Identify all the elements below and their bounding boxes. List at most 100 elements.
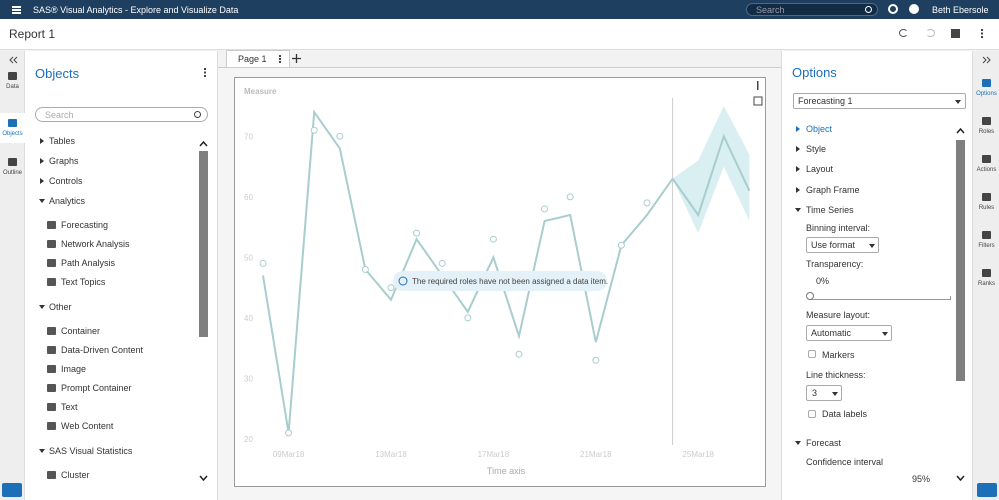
message-bubble [393,271,607,291]
rail-label[interactable]: Roles [978,129,995,135]
select-value: Automatic [811,328,852,338]
scrollbar[interactable] [956,140,965,381]
help-icon[interactable] [909,4,919,14]
user-name[interactable]: Beth Ebersole [932,5,989,15]
expand-arrow [39,199,45,203]
marker [438,259,446,267]
chart: Measure Time axis 20 30 40 50 60 70 09Mar18 13Mar… [244,81,763,476]
collapse-left[interactable] [8,56,18,64]
rail-icon[interactable] [982,269,991,277]
scroll-down[interactable] [199,475,208,481]
tab-menu[interactable] [279,55,281,57]
rail-icon[interactable] [982,155,991,163]
objects-search[interactable]: Search [35,107,208,122]
rail-label[interactable]: Outline [2,170,22,176]
collapse-arrow [40,138,44,144]
select-value: 3 [812,388,818,398]
panel-title: Objects [35,66,80,81]
rail-icon[interactable] [982,117,991,125]
tree-item[interactable]: Cluster [61,470,90,480]
rail-icon[interactable] [982,193,991,201]
more-menu[interactable] [981,29,983,31]
rail-icon[interactable] [8,119,17,127]
section-header[interactable]: Object [806,124,833,134]
rail-label[interactable]: Options [976,91,997,97]
panel-title: Options [792,65,837,80]
scrollbar[interactable] [199,151,208,337]
undo[interactable] [899,29,908,37]
expand-arrow [795,208,801,213]
tree-group[interactable]: Analytics [49,196,86,206]
rail-label[interactable]: Objects [2,131,23,137]
rail-label[interactable]: Rules [978,205,995,211]
section-header[interactable]: Graph Frame [806,184,860,195]
tree-group[interactable]: Other [49,302,72,312]
redo[interactable] [926,29,935,37]
tree-item[interactable]: Web Content [61,421,114,431]
page-tab[interactable]: Page 1 [226,50,290,67]
tab-label: Page 1 [238,54,267,64]
marker [413,229,421,237]
toolbar: Report 1 [0,19,999,50]
tree-group[interactable]: Controls [49,176,83,186]
scroll-down[interactable] [956,475,965,481]
section-header[interactable]: Layout [806,164,834,175]
slider-track[interactable] [809,296,951,300]
collapse-arrow [40,158,44,164]
scroll-up[interactable] [956,128,965,134]
x-tick-label: 21Mar18 [580,450,612,459]
object-icon [47,346,56,354]
tree-item[interactable]: Image [61,364,87,374]
field-label: Confidence interval [806,457,884,467]
tree-item[interactable]: Text [61,402,78,412]
tree-item[interactable]: Text Topics [61,277,106,287]
section-header[interactable]: Forecast [806,438,842,448]
x-tick-label: 13Mar18 [375,450,407,459]
marker [259,259,267,267]
slider-thumb[interactable] [806,292,814,300]
tree-item[interactable]: Container [61,326,101,336]
object-icon [47,422,56,430]
object-selector[interactable]: Forecasting 1 [793,93,966,109]
checkbox[interactable] [808,410,816,418]
rail-icon[interactable] [8,158,17,166]
add-page[interactable] [292,54,301,63]
rail-icon[interactable] [8,72,17,80]
thickness-select[interactable]: 3 [806,385,842,401]
tree-group[interactable]: Graphs [49,156,79,166]
notifications-icon[interactable] [888,4,898,14]
scroll-up[interactable] [199,141,208,147]
tree-item[interactable]: Network Analysis [61,239,130,249]
tree-group[interactable]: SAS Visual Statistics [49,446,133,456]
info-icon [398,276,408,286]
section-header[interactable]: Style [806,144,827,155]
object-icon [47,471,56,479]
rail-label[interactable]: Actions [976,167,997,173]
report-title[interactable]: Report 1 [9,27,56,41]
pin-right[interactable] [977,483,997,497]
save[interactable] [951,29,960,38]
menu-icon[interactable] [12,6,21,8]
search-box[interactable]: Search [746,3,878,16]
tree-item[interactable]: Forecasting [61,220,109,230]
field-label: Binning interval: [806,223,871,233]
marker [464,314,472,322]
tree-item[interactable]: Prompt Container [61,383,132,393]
tree-item[interactable]: Data-Driven Content [61,345,144,355]
rail-label[interactable]: Filters [978,243,995,249]
rail-label[interactable]: Ranks [977,281,995,287]
panel-menu[interactable] [204,68,206,70]
marker [617,241,625,249]
expand-arrow [39,305,45,309]
rail-label[interactable]: Data [6,84,19,90]
tree-group[interactable]: Tables [49,136,76,146]
checkbox[interactable] [808,350,816,358]
tree-item[interactable]: Path Analysis [61,258,116,268]
rail-icon[interactable] [982,79,991,87]
section-header[interactable]: Time Series [806,205,854,216]
rail-icon[interactable] [982,231,991,239]
collapse-right[interactable] [982,56,992,64]
layout-select[interactable]: Automatic [806,325,892,341]
binning-select[interactable]: Use format [806,237,879,253]
pin-left[interactable] [2,483,22,497]
